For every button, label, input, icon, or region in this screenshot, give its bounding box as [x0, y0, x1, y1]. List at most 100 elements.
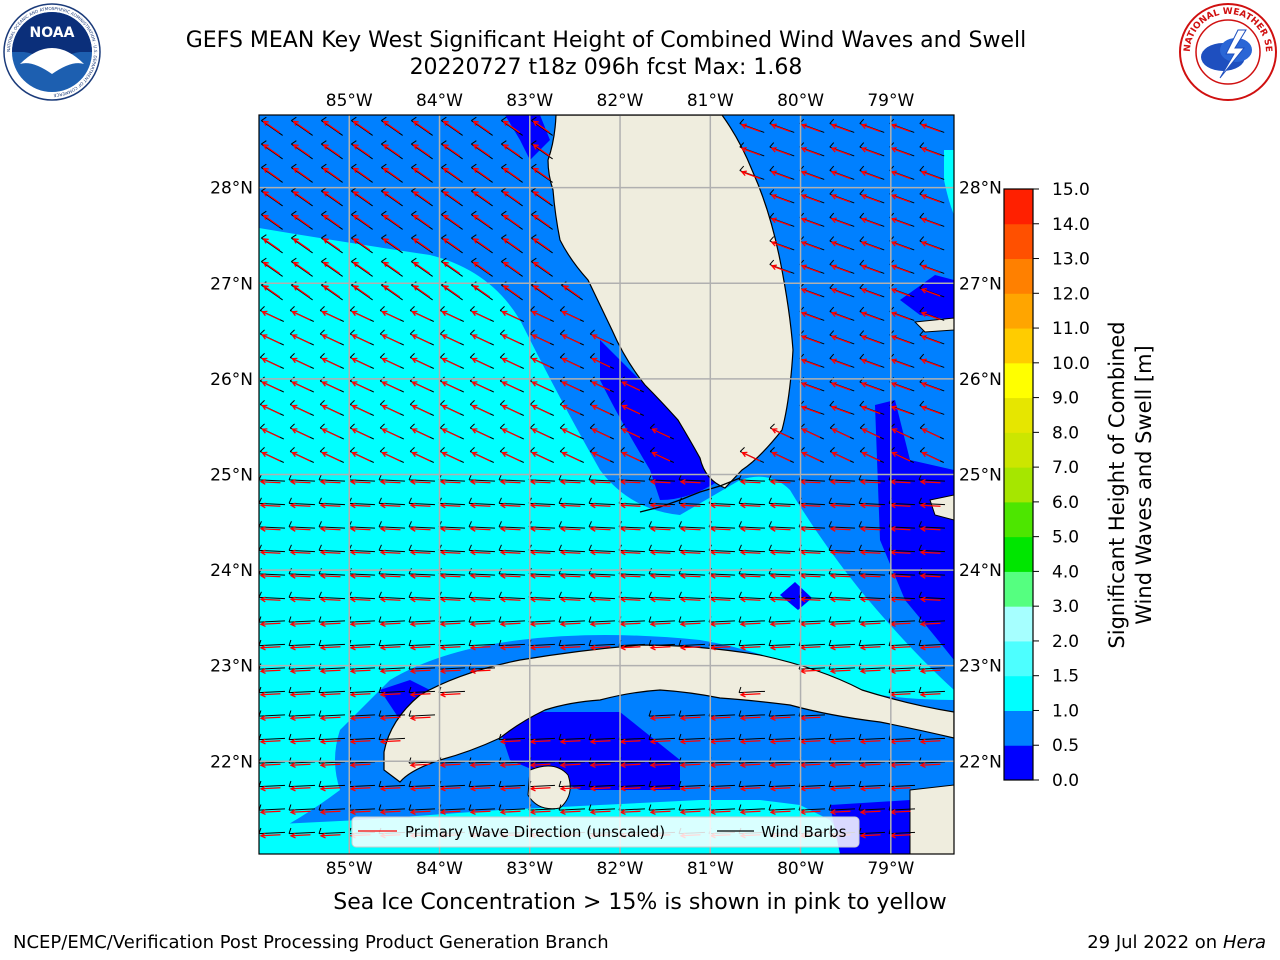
wind-barb — [648, 737, 676, 741]
wave-arrow-head — [559, 762, 566, 769]
wave-arrow — [380, 646, 401, 649]
colorbar-segment — [1004, 362, 1033, 399]
wave-arrow-head — [919, 691, 926, 698]
wave-arrow-head — [322, 285, 329, 291]
wave-arrow-head — [502, 285, 509, 291]
wave-arrow-head — [890, 381, 897, 388]
wave-arrow-head — [411, 334, 418, 340]
wave-arrow — [921, 359, 941, 368]
wave-arrow-head — [379, 644, 386, 651]
wind-barb-flag — [531, 116, 537, 121]
lat-tick-right: 22°N — [959, 752, 1002, 772]
wave-arrow-head — [291, 404, 298, 411]
wave-arrow — [650, 763, 671, 766]
wave-arrow — [350, 740, 371, 743]
wave-arrow-head — [619, 738, 626, 745]
wave-arrow — [290, 622, 311, 625]
wave-arrow — [472, 405, 491, 415]
wave-arrow — [260, 481, 281, 484]
wave-arrow — [530, 598, 551, 601]
wave-arrow-head — [649, 478, 656, 485]
wave-arrow-head — [322, 261, 329, 268]
wind-barb-flag — [318, 521, 322, 528]
wave-arrow — [530, 646, 551, 649]
wave-arrow — [771, 171, 791, 180]
footer-host: Hera — [1222, 932, 1266, 953]
wave-arrow — [740, 481, 761, 484]
wind-barb — [678, 620, 706, 623]
wave-arrow-head — [289, 502, 296, 509]
wave-arrow — [710, 716, 731, 719]
wind-barb — [438, 761, 466, 764]
wave-arrow-head — [829, 809, 836, 816]
wind-barb — [618, 620, 646, 623]
wind-barb-flag — [318, 757, 322, 764]
wave-arrow-head — [830, 170, 837, 177]
wave-arrow-head — [379, 809, 386, 816]
wind-barb — [888, 667, 916, 670]
wave-arrow-head — [860, 264, 867, 271]
wind-barb — [528, 808, 556, 811]
wind-barb-flag — [349, 446, 355, 452]
wave-arrow-head — [319, 644, 326, 651]
wave-arrow-head — [829, 596, 836, 603]
wave-arrow-head — [920, 217, 927, 224]
wave-arrow-head — [529, 785, 536, 792]
wind-barb-flag — [829, 330, 835, 336]
wave-arrow-head — [349, 715, 356, 722]
wave-arrow — [350, 810, 371, 813]
wave-arrow-head — [441, 428, 448, 434]
wave-arrow-head — [679, 478, 686, 485]
wave-arrow-head — [409, 785, 416, 792]
wave-arrow-head — [529, 738, 536, 745]
wave-arrow-head — [381, 357, 388, 364]
wave-arrow-head — [589, 809, 596, 816]
wave-arrow-head — [859, 596, 866, 603]
wave-arrow-head — [352, 238, 359, 244]
wave-arrow-head — [289, 621, 296, 628]
wind-barb-flag — [468, 474, 472, 481]
wave-arrow — [771, 218, 791, 227]
wind-barb-flag — [769, 142, 775, 148]
wave-arrow-head — [379, 715, 386, 722]
wind-barb — [259, 831, 286, 835]
wave-arrow-head — [769, 478, 776, 485]
wind-barb-flag — [619, 423, 625, 429]
wave-arrow-head — [829, 572, 836, 579]
wind-barb-flag — [288, 804, 292, 811]
wave-arrow — [352, 334, 371, 344]
wave-arrow — [503, 238, 521, 251]
wave-arrow — [382, 428, 401, 438]
colorbar-label-line2: Wind Waves and Swell [m] — [1132, 345, 1156, 625]
wind-barb-flag — [588, 497, 592, 504]
wind-barb-flag — [559, 352, 565, 358]
wave-arrow-head — [890, 287, 897, 294]
wind-barb-flag — [529, 399, 535, 405]
wave-arrow — [860, 669, 881, 672]
wave-arrow — [680, 646, 701, 649]
wave-arrow-head — [409, 715, 416, 722]
wave-arrow-head — [741, 451, 748, 458]
wave-arrow-head — [531, 334, 538, 340]
wave-arrow-head — [441, 357, 448, 364]
wave-arrow-head — [469, 762, 476, 769]
wave-arrow — [890, 481, 911, 484]
wind-barb — [288, 831, 316, 835]
wind-barb-flag — [259, 446, 265, 452]
wind-barb — [618, 737, 646, 741]
wind-barb-flag — [768, 591, 772, 598]
wind-barb-flag — [471, 257, 477, 262]
wave-arrow-head — [351, 404, 358, 411]
wave-arrow-head — [561, 451, 568, 458]
wave-arrow — [500, 575, 521, 578]
wind-barb-flag — [261, 116, 267, 121]
wave-arrow — [502, 311, 521, 321]
wave-arrow-head — [890, 405, 897, 412]
wind-barb-flag — [351, 163, 357, 168]
wind-barb-flag — [379, 352, 385, 358]
wave-arrow-head — [379, 478, 386, 485]
wind-barb-flag — [918, 616, 922, 623]
wind-barb-flag — [441, 140, 447, 145]
wave-arrow — [292, 334, 311, 344]
wind-barb-flag — [498, 591, 502, 598]
